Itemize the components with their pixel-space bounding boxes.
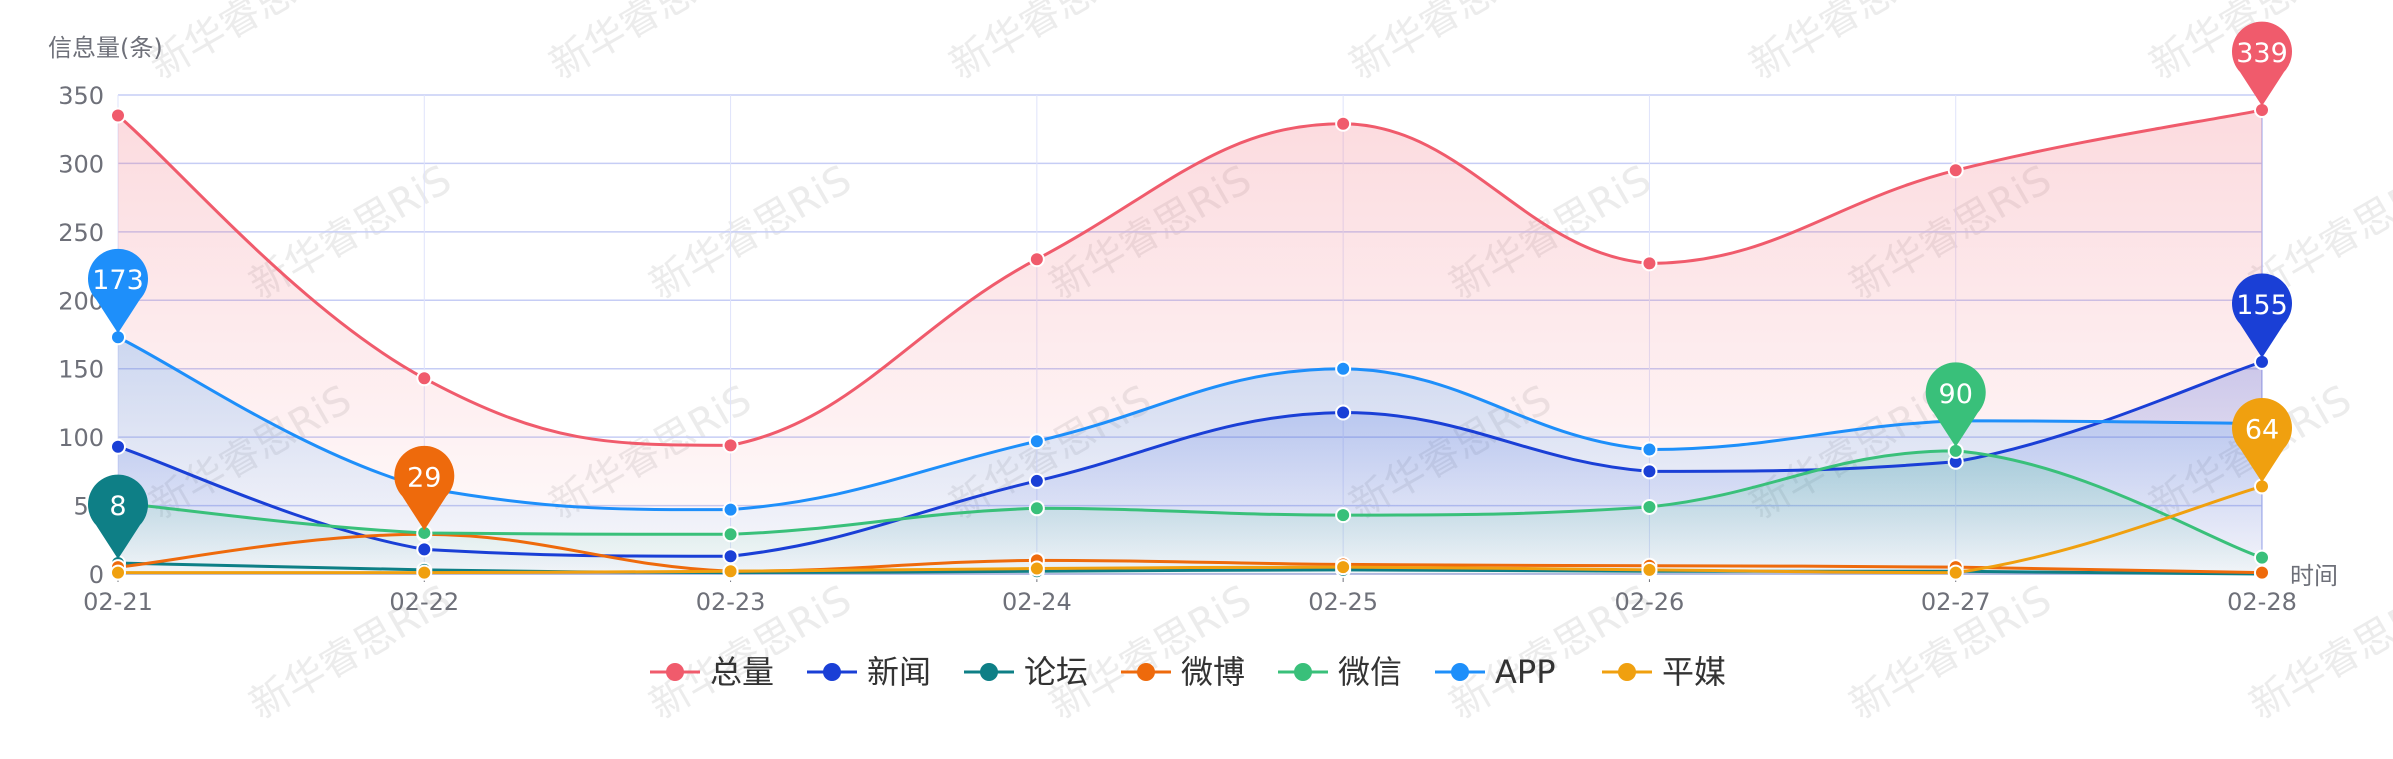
data-point (1335, 507, 1352, 524)
max-pin-label: 339 (2236, 38, 2288, 69)
data-point (110, 564, 126, 581)
y-tick-label: 350 (58, 82, 104, 110)
max-pin-label: 90 (1939, 379, 1973, 410)
watermark-text: 新华睿思RiS (1742, 0, 1959, 89)
x-tick-label: 02-25 (1308, 588, 1378, 616)
data-point (1947, 162, 1964, 179)
legend-marker-4 (1294, 663, 1312, 681)
legend-marker-5 (1451, 663, 1469, 681)
data-point (416, 564, 433, 581)
legend-label-3: 微博 (1181, 653, 1245, 691)
x-tick-label: 02-28 (2227, 588, 2297, 616)
y-tick-label: 250 (58, 219, 104, 247)
series-line-5 (117, 335, 2263, 512)
x-axis: 02-21 02-22 02-23 02-24 02-25 02-26 02-27 02-28 (83, 574, 2297, 616)
watermark-text: 新华睿思RiS (642, 157, 859, 309)
legend-marker-1 (823, 663, 841, 681)
series-lines (117, 108, 2263, 576)
legend-label-5: APP (1495, 653, 1555, 691)
data-point (1641, 441, 1658, 458)
series-line-1 (117, 360, 2263, 558)
data-point (1028, 472, 1045, 489)
data-point (722, 563, 739, 580)
max-pin-label: 155 (2236, 290, 2288, 321)
data-point (722, 548, 739, 565)
y-axis: 050100150200250300350 (58, 82, 104, 589)
data-point (416, 541, 433, 558)
data-point (1947, 564, 1964, 581)
data-point (1641, 498, 1658, 515)
legend-label-1: 新闻 (867, 653, 931, 691)
x-axis-label: 时间 (2290, 562, 2338, 590)
watermark-text: 新华睿思RiS (1342, 0, 1559, 89)
data-point (1641, 255, 1658, 272)
series-line-3 (117, 532, 2263, 575)
data-point (416, 370, 433, 387)
data-point (110, 107, 126, 124)
max-pin-marker (88, 248, 148, 334)
series-line-4 (117, 449, 2263, 559)
x-tick-label: 02-22 (389, 588, 459, 616)
data-point (722, 501, 739, 518)
data-point (1641, 463, 1658, 480)
data-point (2254, 549, 2270, 566)
data-point (722, 437, 739, 454)
x-tick-label: 02-21 (83, 588, 153, 616)
data-point (1335, 115, 1352, 132)
data-point (2254, 564, 2270, 581)
legend-marker-6 (1618, 663, 1636, 681)
max-pins: 339 155 8 29 90 173 64 (88, 21, 2293, 560)
legend-marker-3 (1137, 663, 1155, 681)
max-pin-label: 29 (407, 462, 441, 493)
max-pin-marker (88, 474, 148, 560)
max-pin-marker (394, 445, 455, 531)
legend-label-0: 总量 (710, 653, 774, 691)
data-point (1028, 251, 1045, 268)
max-pin-label: 8 (109, 491, 126, 522)
y-axis-label: 信息量(条) (48, 34, 163, 62)
y-tick-label: 100 (58, 424, 104, 452)
y-tick-label: 150 (58, 356, 104, 384)
watermark-text: 新华睿思RiS (142, 0, 359, 89)
series-area-5 (118, 337, 2262, 574)
data-point (1028, 500, 1045, 517)
max-pin-label: 173 (92, 265, 144, 296)
series-line-0 (117, 108, 2263, 447)
legend-label-6: 平媒 (1662, 653, 1726, 691)
data-point (722, 526, 739, 543)
legend-marker-0 (666, 663, 684, 681)
y-tick-label: 300 (58, 150, 104, 178)
data-point (110, 438, 126, 455)
data-point (1641, 561, 1658, 578)
data-point (1335, 404, 1352, 421)
max-pin-marker (1925, 362, 1986, 447)
watermark-text: 新华睿思RiS (942, 0, 1159, 89)
x-tick-label: 02-24 (1002, 588, 1072, 616)
x-tick-label: 02-27 (1921, 588, 1991, 616)
max-pin-marker (2232, 398, 2292, 483)
x-tick-label: 02-26 (1615, 588, 1685, 616)
x-tick-label: 02-23 (696, 588, 766, 616)
series-line-6 (117, 484, 2263, 575)
y-tick-label: 0 (89, 561, 104, 589)
data-point (1028, 433, 1045, 450)
max-pin-marker (2232, 273, 2292, 358)
max-pin-label: 64 (2245, 414, 2279, 445)
legend-marker-2 (980, 663, 998, 681)
data-point (1335, 559, 1352, 576)
max-pin-marker (2232, 21, 2293, 107)
series-areas (118, 110, 2262, 574)
data-point (1335, 360, 1352, 377)
legend-label-4: 微信 (1338, 653, 1402, 691)
watermark-text: 新华睿思RiS (542, 0, 759, 89)
data-point (1028, 560, 1045, 577)
legend-label-2: 论坛 (1024, 653, 1088, 691)
legend: 总量 新闻 论坛 微博 微信 APP 平媒 (650, 653, 1726, 691)
